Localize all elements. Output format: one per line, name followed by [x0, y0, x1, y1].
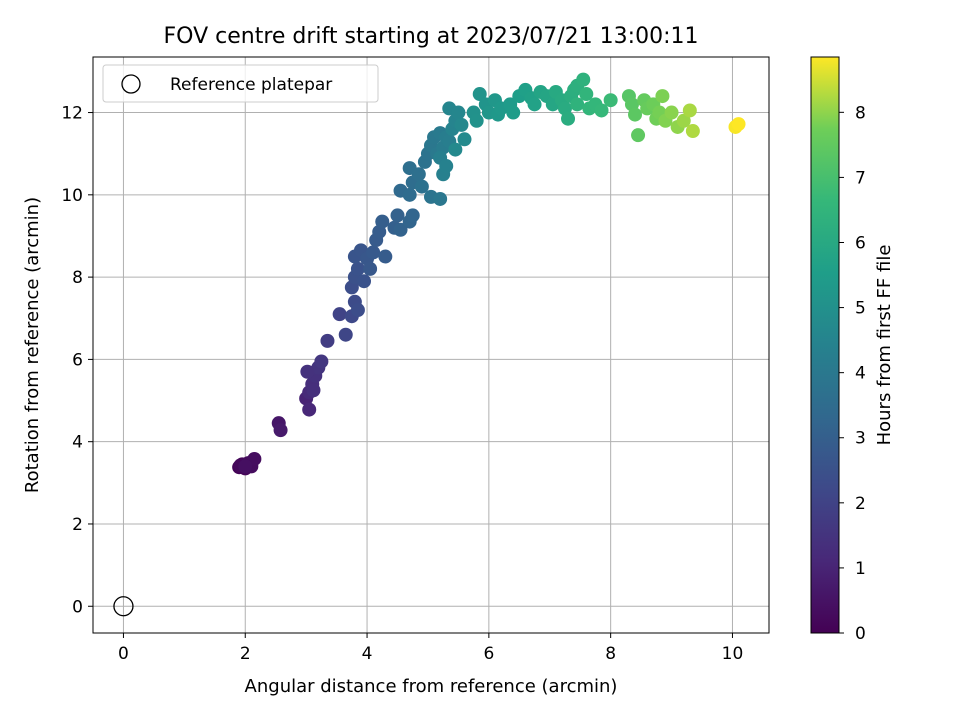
chart-title: FOV centre drift starting at 2023/07/21 … [164, 24, 699, 49]
data-point [405, 208, 420, 223]
data-point [561, 111, 576, 126]
data-point [527, 97, 542, 112]
colorbar-ticks: 0 1 2 3 4 5 6 7 8 [839, 103, 866, 644]
x-tick-label: 6 [483, 644, 494, 664]
legend-label-reference: Reference platepar [170, 75, 332, 95]
data-point [603, 93, 618, 108]
y-tick-label: 6 [72, 350, 83, 370]
x-tick-label: 10 [722, 644, 744, 664]
data-point [332, 307, 347, 322]
y-tick-label: 10 [61, 186, 83, 206]
data-point [594, 103, 609, 118]
data-point [393, 222, 408, 237]
x-axis-label: Angular distance from reference (arcmin) [245, 676, 618, 697]
colorbar-tick-label: 2 [855, 494, 866, 514]
data-point [306, 383, 321, 398]
colorbar-tick-label: 4 [855, 364, 866, 384]
data-point [469, 113, 484, 128]
legend-box [102, 64, 379, 103]
data-point [238, 459, 253, 474]
y-axis-label: Rotation from reference (arcmin) [22, 197, 43, 493]
y-tick-label: 8 [72, 268, 83, 288]
data-point [448, 142, 463, 157]
colorbar-tick-label: 5 [855, 299, 866, 319]
reference-platepar-marker [113, 596, 134, 617]
y-tick-label: 12 [61, 104, 83, 124]
data-point [357, 274, 372, 289]
y-tick-label: 2 [72, 515, 83, 535]
data-point [320, 333, 335, 348]
plot-area-frame [92, 56, 770, 634]
x-tick-label: 4 [362, 644, 373, 664]
data-point [314, 354, 329, 369]
data-point [433, 191, 448, 206]
data-point [300, 364, 315, 379]
data-point [366, 245, 381, 260]
data-point [685, 124, 700, 139]
y-tick-label: 0 [72, 597, 83, 617]
axis-ticks: 0 2 4 6 8 10 0 2 4 6 8 10 12 [61, 104, 743, 664]
colorbar-tick-label: 3 [855, 429, 866, 449]
colorbar-tick-label: 6 [855, 233, 866, 253]
data-point [655, 89, 670, 104]
data-point [439, 159, 454, 174]
data-point [350, 261, 365, 276]
data-point [579, 87, 594, 102]
data-point [451, 105, 466, 120]
data-point [375, 214, 390, 229]
data-point [338, 327, 353, 342]
x-tick-label: 0 [118, 644, 129, 664]
data-point [378, 249, 393, 264]
data-point [363, 261, 378, 276]
data-point [576, 72, 591, 87]
data-point [676, 113, 691, 128]
x-tick-label: 8 [605, 644, 616, 664]
data-point [302, 402, 317, 417]
data-point [628, 107, 643, 122]
data-point [414, 179, 429, 194]
legend-marker-reference [121, 74, 141, 94]
data-point [731, 117, 746, 132]
legend: Reference platepar [102, 64, 379, 103]
colorbar-tick-label: 0 [855, 624, 866, 644]
colorbar: 0 1 2 3 4 5 6 7 8 Hours from first FF file [810, 56, 895, 644]
colorbar-gradient [810, 56, 840, 634]
data-point [472, 87, 487, 102]
data-point [506, 105, 521, 120]
data-point [682, 103, 697, 118]
data-point [402, 187, 417, 202]
colorbar-tick-label: 8 [855, 103, 866, 123]
x-tick-label: 2 [240, 644, 251, 664]
data-point [457, 132, 472, 147]
data-point [350, 303, 365, 318]
data-point [411, 167, 426, 182]
data-points [113, 72, 746, 617]
data-point [570, 97, 585, 112]
colorbar-tick-label: 1 [855, 559, 866, 579]
y-tick-label: 4 [72, 433, 83, 453]
data-point [273, 423, 288, 438]
colorbar-label: Hours from first FF file [874, 245, 895, 446]
data-point [390, 208, 405, 223]
data-point [664, 105, 679, 120]
data-point [454, 117, 469, 132]
colorbar-tick-label: 7 [855, 168, 866, 188]
data-point [631, 128, 646, 143]
